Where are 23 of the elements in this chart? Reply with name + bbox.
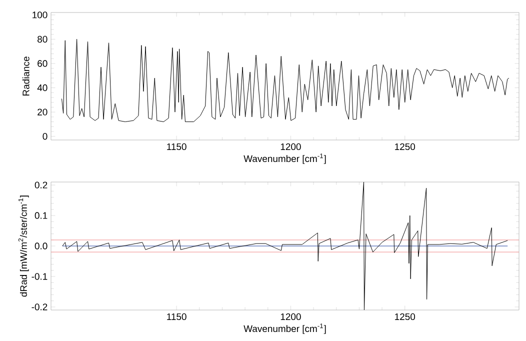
y-tick-label: -0.2 — [32, 304, 48, 310]
y-tick-label: 20 — [38, 108, 48, 116]
y-tick-label: 0 — [42, 133, 48, 140]
x-tick-label: 1200 — [280, 143, 301, 150]
y-tick-label: 60 — [38, 60, 48, 67]
y-tick-label: 80 — [38, 36, 48, 43]
y-axis-title: dRad [mW/m$^{2}$/ster/cm$^{-1}$] — [18, 196, 29, 297]
y-tick-label: -0.1 — [32, 273, 48, 280]
line-series — [62, 182, 508, 310]
x-tick-label: 1150 — [167, 143, 186, 150]
y-tick-label: 100 — [32, 12, 48, 18]
x-axis-title: Wavenumber [cm$^{-1}$] — [244, 324, 326, 334]
x-tick-label: 1150 — [167, 313, 186, 320]
line-series — [61, 38, 510, 122]
y-axis-title: Radiance — [22, 56, 30, 96]
y-tick-label: 0.0 — [34, 242, 48, 250]
x-tick-label: 1200 — [280, 313, 301, 320]
y-tick-label: 0.1 — [34, 212, 48, 219]
x-axis-title: Wavenumber [cm$^{-1}$] — [244, 154, 326, 164]
y-tick-label: 0.2 — [34, 182, 48, 188]
x-tick-label: 1250 — [395, 143, 416, 150]
x-tick-label: 1250 — [395, 313, 416, 320]
y-tick-label: 40 — [37, 84, 48, 92]
